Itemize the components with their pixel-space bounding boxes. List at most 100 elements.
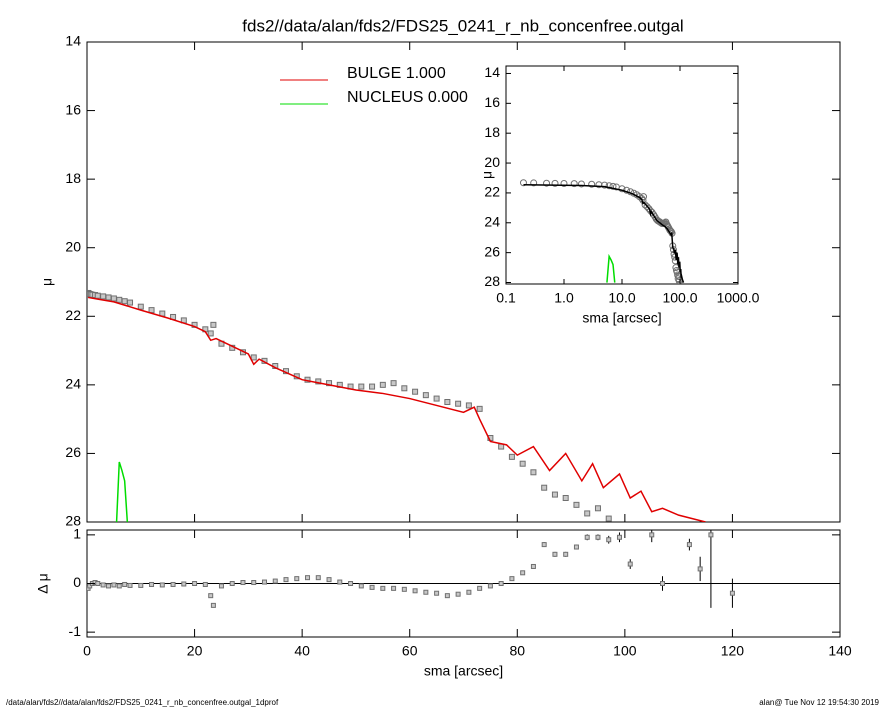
residual-point	[391, 585, 397, 591]
residual-point	[541, 542, 547, 548]
plot-area	[505, 65, 739, 285]
residual-point	[138, 582, 144, 588]
data-point	[519, 179, 527, 187]
residual-point	[616, 534, 622, 540]
residual-point	[127, 582, 133, 588]
residual-point	[122, 581, 128, 587]
residual-point	[487, 583, 493, 589]
data-point	[530, 469, 537, 476]
legend-label: NUCLEUS 0.000	[347, 89, 468, 106]
residual-point	[369, 584, 375, 590]
data-point	[444, 399, 451, 405]
residual-point	[202, 581, 208, 587]
x-axis-label: sma [arcsec]	[424, 663, 503, 679]
residual-point	[520, 570, 526, 576]
residual-point	[412, 588, 418, 594]
data-point	[207, 330, 214, 337]
y-tick-label: 20	[484, 154, 500, 170]
data-point	[601, 181, 609, 189]
data-point	[110, 295, 117, 302]
data-point	[210, 321, 217, 328]
residual-point	[552, 551, 558, 557]
data-point	[519, 460, 526, 467]
x-tick-label: 10.0	[608, 290, 635, 306]
chart-title: fds2//data/alan/fds2/FDS25_0241_r_nb_con…	[242, 16, 683, 35]
y-tick-label: 26	[65, 444, 81, 460]
data-point	[573, 501, 580, 508]
residual-point	[315, 575, 321, 581]
x-tick-label: 140	[828, 643, 852, 659]
x-tick-label: 100	[613, 643, 637, 659]
residual-point	[272, 578, 278, 584]
y-tick-label: 18	[484, 124, 500, 140]
residual-point	[261, 579, 267, 585]
x-tick-label: 40	[294, 643, 310, 659]
data-point	[605, 182, 613, 190]
data-point	[465, 402, 472, 409]
y-tick-label: 1	[73, 526, 81, 542]
data-point	[588, 180, 596, 188]
data-layer	[519, 179, 685, 284]
y-tick-label: 28	[65, 513, 81, 529]
data-point	[315, 378, 322, 385]
y-tick-label: 26	[484, 243, 500, 259]
data-point	[628, 523, 633, 528]
y-tick-label: 14	[65, 33, 81, 49]
x-tick-label: 60	[402, 643, 418, 659]
data-point	[562, 495, 569, 501]
data-point	[584, 510, 591, 517]
residual-point	[283, 577, 289, 583]
data-point	[476, 405, 483, 412]
y-tick-label: 0	[73, 574, 81, 590]
footer-right: alan@ Tue Nov 12 19:54:30 2019	[759, 698, 879, 707]
residual-point	[466, 589, 472, 595]
residual-point	[660, 581, 666, 586]
model-line	[115, 461, 129, 522]
model-line	[523, 183, 685, 283]
data-point	[105, 294, 112, 301]
x-tick-label: 1000.0	[717, 290, 760, 306]
residual-point	[111, 582, 117, 588]
residual-point	[595, 534, 601, 540]
data-point	[541, 484, 548, 491]
residual-point	[708, 532, 714, 538]
residual-point	[498, 581, 504, 586]
data-point	[530, 179, 538, 187]
residual-point	[116, 583, 122, 589]
residual-point	[423, 589, 429, 595]
data-layer	[87, 530, 840, 608]
residual-point	[348, 581, 354, 586]
panel: 14 16 18 20 22 24 26 280.1 1.0 10.0 100.0 1000.0 μ sm…	[479, 64, 760, 326]
residual-point	[401, 586, 407, 592]
residual-point	[294, 576, 300, 582]
y-tick-label: 24	[65, 376, 81, 392]
residual-point	[218, 583, 224, 589]
data-point	[609, 182, 617, 190]
data-point	[358, 383, 365, 390]
data-point	[643, 203, 651, 211]
y-tick-label: 24	[484, 213, 500, 229]
residual-point	[477, 585, 483, 591]
residual-point	[509, 576, 515, 582]
y-tick-label: 20	[65, 238, 81, 254]
data-point	[577, 180, 585, 188]
residual-point	[170, 581, 176, 587]
residual-point	[434, 590, 440, 596]
y-tick-label: 28	[484, 273, 500, 289]
residual-point	[584, 534, 590, 540]
data-point	[94, 292, 101, 299]
residual-point	[106, 583, 112, 589]
data-layer	[87, 289, 706, 528]
model-line	[606, 253, 616, 283]
data-point	[412, 388, 419, 395]
data-point	[605, 515, 612, 522]
residual-point	[181, 581, 187, 587]
x-tick-label: 0	[83, 643, 91, 659]
residual-point	[530, 563, 536, 569]
data-point	[379, 381, 386, 388]
data-point	[369, 383, 376, 390]
y-tick-label: -1	[69, 623, 82, 639]
data-point	[137, 303, 144, 310]
